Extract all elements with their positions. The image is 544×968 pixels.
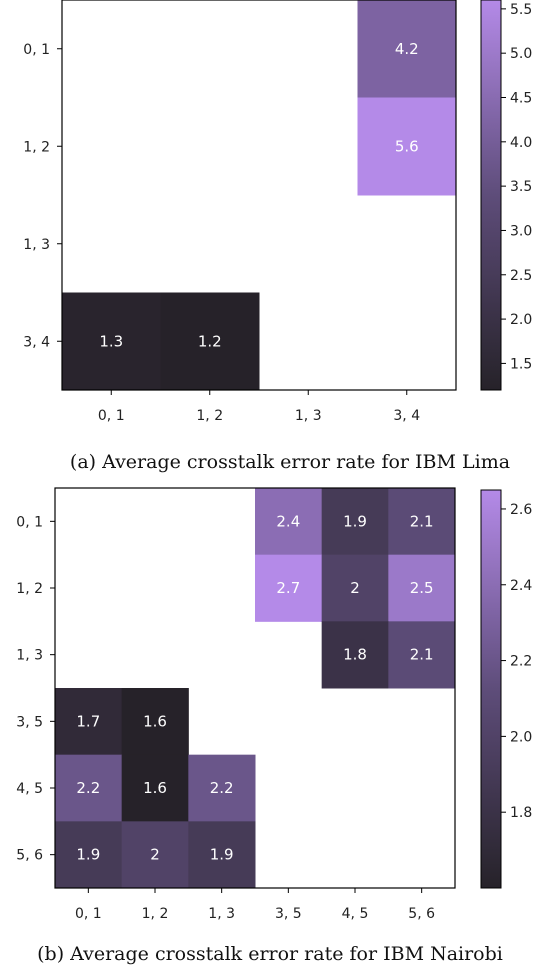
heatmap-a-colorbar-tick-label: 5.0	[510, 46, 532, 62]
heatmap-a-y-tick-label: 1, 2	[23, 139, 50, 155]
heatmap-b-cell	[55, 754, 123, 822]
heatmap-a-colorbar-tick-label: 3.0	[510, 223, 532, 239]
heatmap-a-colorbar: 1.5 2.0 2.5 3.0 3.5 4.0 4.5 5.0 5.5	[480, 0, 532, 391]
heatmap-a-colorbar-tick-label: 5.5	[510, 2, 532, 18]
heatmap-a-y-tick-label: 3, 4	[23, 334, 50, 350]
heatmap-a-colorbar-tick-label: 1.5	[510, 356, 532, 372]
heatmap-b-cell	[255, 488, 323, 556]
heatmap-b-cell	[121, 821, 189, 889]
heatmap-b-y-tick-label: 0, 1	[16, 514, 43, 530]
heatmap-a-x-tick-label: 3, 4	[393, 408, 420, 424]
heatmap-a-x-tick-label: 1, 2	[196, 408, 223, 424]
heatmap-b-cell	[55, 821, 123, 889]
caption-b: (b) Average crosstalk error rate for IBM…	[37, 943, 503, 965]
heatmap-b-cell-label: 1.6	[143, 779, 167, 797]
heatmap-a-frame	[61, 0, 457, 391]
heatmap-a-colorbar-tick-label: 2.0	[510, 312, 532, 328]
heatmap-b-cell-label: 2.1	[410, 512, 434, 530]
heatmap-a-x-tick-label: 1, 3	[295, 408, 322, 424]
heatmap-a-cell-label: 1.3	[99, 332, 123, 350]
heatmap-a-colorbar-tick-label: 4.0	[510, 135, 532, 151]
heatmap-b-y-tick-label: 4, 5	[16, 781, 43, 797]
heatmap-b-cell	[55, 688, 123, 756]
heatmap-a-x-ticks: 0, 1 1, 2 1, 3 3, 4	[98, 390, 420, 424]
heatmap-b-cell-label: 2.4	[276, 512, 300, 530]
heatmap-a-x-tick-label: 0, 1	[98, 408, 125, 424]
heatmap-b-cell-label: 1.7	[76, 712, 100, 730]
heatmap-a-y-ticks: 0, 1 1, 2 1, 3 3, 4	[23, 42, 62, 350]
heatmap-b-cell-label: 1.9	[76, 846, 100, 864]
heatmap-a-cell-label: 5.6	[395, 137, 419, 155]
heatmap-b-y-ticks: 0, 1 1, 2 1, 3 3, 5 4, 5 5, 6	[16, 514, 55, 864]
heatmap-a-colorbar-ticks: 1.5 2.0 2.5 3.0 3.5 4.0 4.5 5.0 5.5	[501, 2, 532, 372]
caption-a: (a) Average crosstalk error rate for IBM…	[70, 451, 510, 473]
heatmap-a-colorbar-tick-label: 4.5	[510, 91, 532, 107]
heatmap-a-cell	[160, 292, 260, 391]
heatmap-a-cell-label: 4.2	[395, 40, 419, 58]
heatmap-b-colorbar-fill	[481, 490, 501, 888]
heatmap-b-colorbar-ticks: 1.8 2.0 2.2 2.4 2.6	[501, 502, 532, 821]
heatmap-b-y-tick-label: 5, 6	[16, 848, 43, 864]
heatmap-a-colorbar-frame	[480, 0, 502, 391]
heatmap-b-cell-label: 1.9	[343, 512, 367, 530]
heatmap-b-x-tick-label: 1, 2	[142, 906, 169, 922]
heatmap-b-colorbar-tick-label: 2.0	[510, 729, 532, 745]
heatmap-b-cell-label: 2.2	[76, 779, 100, 797]
heatmap-b-cell	[388, 554, 456, 622]
heatmap-b-cell	[321, 488, 389, 556]
heatmap-b-cell	[121, 688, 189, 756]
heatmap-a-cells: 4.2 5.6 1.3 1.2	[62, 0, 457, 391]
heatmap-b-cell	[321, 554, 389, 622]
heatmap-a-y-tick-label: 1, 3	[23, 237, 50, 253]
heatmap-b-cell-label: 1.9	[210, 846, 234, 864]
heatmap-b-cells: 2.4 1.9 2.1 2.7 2 2.5 1.8 2.1 1.7 1.6 2.2 1.6 2.2 1.9…	[55, 488, 456, 889]
heatmap-panel-a: 4.2 5.6 1.3 1.2 0, 1 1, 2 1, 3 3, 4 0, 1 1, 2 1,…	[23, 0, 532, 473]
heatmap-a-colorbar-fill	[481, 0, 501, 390]
heatmap-b-colorbar-tick-label: 2.2	[510, 654, 532, 670]
heatmap-b-cell-label: 2	[150, 846, 160, 864]
heatmap-b-cell	[255, 554, 323, 622]
heatmap-b-y-tick-label: 3, 5	[16, 714, 43, 730]
heatmap-b-cell	[388, 488, 456, 556]
heatmap-a-colorbar-tick-label: 2.5	[510, 268, 532, 284]
heatmap-b-x-tick-label: 4, 5	[342, 906, 369, 922]
heatmap-b-cell-label: 2.2	[210, 779, 234, 797]
heatmap-b-x-tick-label: 5, 6	[408, 906, 435, 922]
heatmap-b-x-ticks: 0, 1 1, 2 1, 3 3, 5 4, 5 5, 6	[75, 888, 435, 922]
heatmap-b-x-tick-label: 3, 5	[275, 906, 302, 922]
heatmap-a-cell	[357, 97, 457, 196]
heatmap-a-y-tick-label: 0, 1	[23, 42, 50, 58]
heatmap-b-cell-label: 2.7	[276, 579, 300, 597]
heatmap-b-cell	[121, 754, 189, 822]
heatmap-a-cell	[62, 292, 161, 391]
heatmap-b-cell	[388, 621, 456, 689]
heatmap-a-colorbar-tick-label: 3.5	[510, 179, 532, 195]
heatmap-b-cell	[188, 754, 256, 822]
heatmap-b-colorbar-tick-label: 2.6	[510, 502, 532, 518]
heatmap-a-cell	[357, 0, 457, 98]
heatmap-b-cell	[321, 621, 389, 689]
heatmap-b-x-tick-label: 1, 3	[208, 906, 235, 922]
heatmap-b-cell-label: 2	[350, 579, 360, 597]
heatmap-b-colorbar: 1.8 2.0 2.2 2.4 2.6	[480, 489, 532, 889]
heatmap-b-cell	[188, 821, 256, 889]
heatmap-b-cell-label: 1.6	[143, 712, 167, 730]
heatmap-b-y-tick-label: 1, 2	[16, 581, 43, 597]
heatmap-b-x-tick-label: 0, 1	[75, 906, 102, 922]
heatmap-b-colorbar-tick-label: 1.8	[510, 805, 532, 821]
heatmap-b-cell-label: 2.5	[410, 579, 434, 597]
heatmap-b-colorbar-frame	[480, 489, 502, 889]
heatmap-b-cell-label: 1.8	[343, 646, 367, 664]
heatmap-panel-b: 2.4 1.9 2.1 2.7 2 2.5 1.8 2.1 1.7 1.6 2.2 1.6 2.2 1.9…	[16, 487, 532, 965]
heatmap-b-frame	[54, 487, 456, 889]
heatmap-b-y-tick-label: 1, 3	[16, 648, 43, 664]
heatmap-a-cell-label: 1.2	[198, 332, 222, 350]
heatmap-b-colorbar-tick-label: 2.4	[510, 578, 532, 594]
heatmap-b-cell-label: 2.1	[410, 646, 434, 664]
